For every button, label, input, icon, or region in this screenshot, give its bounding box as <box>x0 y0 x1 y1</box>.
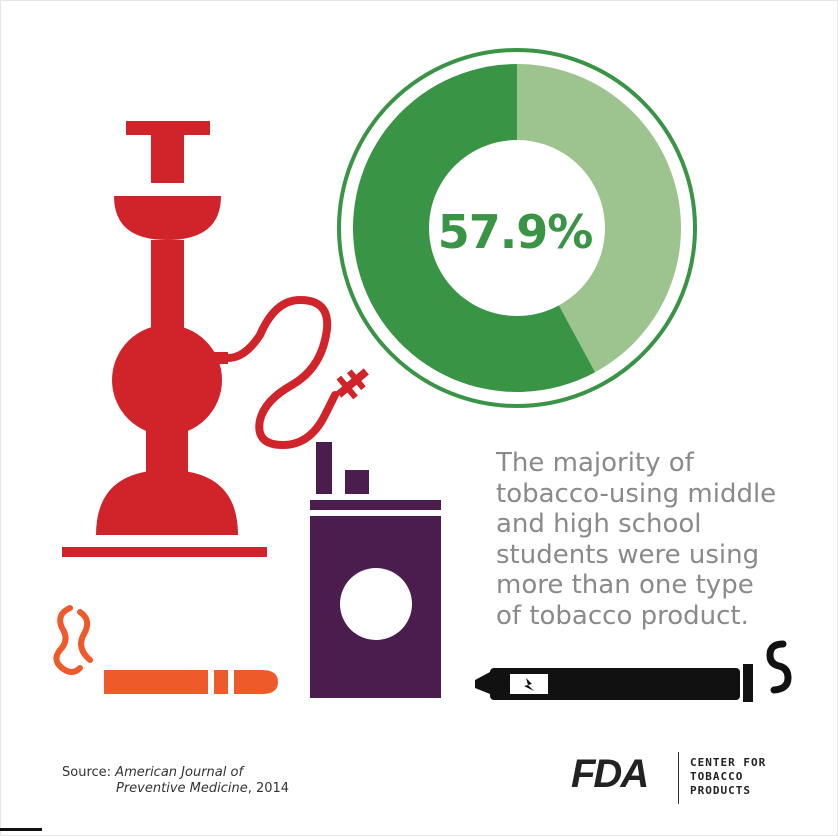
source-journal-line1: American Journal of <box>115 765 244 780</box>
e-cigarette-icon <box>475 640 792 702</box>
message-line: students were using <box>496 539 760 570</box>
message-line: The majority of <box>496 448 694 478</box>
ctp-line3: PRODUCTS <box>690 784 751 797</box>
fda-logo: FDA <box>571 752 649 796</box>
source-prefix: Source: <box>62 765 116 780</box>
key-message: The majority of tobacco-using middle and… <box>496 448 796 631</box>
donut-majority-segment <box>352 64 596 393</box>
smokeless-tobacco-icon <box>310 442 441 698</box>
center-for-tobacco-products-logo: CENTER FOR TOBACCO PRODUCTS <box>690 756 766 798</box>
message-line: of tobacco product. <box>496 600 749 631</box>
message-line: more than one type <box>496 570 754 600</box>
source-year: , 2014 <box>247 781 290 796</box>
ctp-line1: CENTER FOR <box>690 756 767 769</box>
message-line: tobacco-using middle <box>496 478 777 509</box>
majority-percentage: 57.9% <box>437 205 594 259</box>
ctp-line2: TOBACCO <box>690 770 744 783</box>
percentage-donut <box>337 48 697 408</box>
donut-outer-ring <box>337 48 697 408</box>
corner-mark <box>0 828 42 831</box>
cigar-icon <box>53 605 278 694</box>
logo-divider <box>678 752 679 804</box>
donut-minority-segment <box>517 64 681 373</box>
hookah-icon <box>62 121 369 557</box>
message-line: and high school <box>496 509 702 539</box>
source-journal-line2: Preventive Medicine <box>116 781 248 796</box>
source-citation: Source: American Journal of Preventive M… <box>62 765 289 797</box>
